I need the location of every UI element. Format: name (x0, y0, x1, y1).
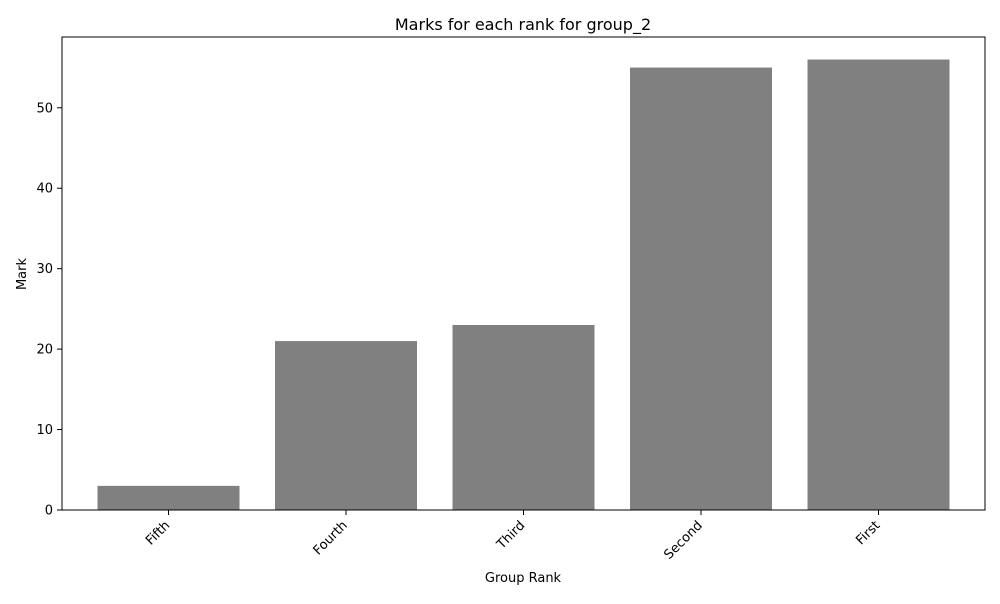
y-tick-label: 0 (45, 504, 53, 519)
x-tick-label-fifth: Fifth (143, 518, 173, 548)
y-tick-label: 50 (36, 101, 53, 116)
y-tick-label: 10 (36, 423, 53, 438)
y-tick-label: 20 (36, 343, 53, 358)
bar-fourth (275, 341, 417, 510)
y-axis-label: Mark (15, 258, 30, 291)
x-tick-label-second: Second (661, 518, 705, 562)
y-tick-label: 40 (36, 182, 53, 197)
x-tick-label-first: First (853, 518, 883, 548)
bar-third (452, 324, 595, 510)
y-tick-label: 30 (36, 262, 53, 277)
bar-fifth (97, 485, 240, 510)
x-tick-label-third: Third (494, 518, 529, 553)
x-tick-label-fourth: Fourth (311, 518, 351, 558)
bar-second (630, 67, 772, 510)
bars-layer (97, 59, 950, 511)
bar-first (807, 59, 950, 511)
chart-title: Marks for each rank for group_2 (395, 15, 651, 35)
x-axis-label: Group Rank (485, 571, 562, 586)
